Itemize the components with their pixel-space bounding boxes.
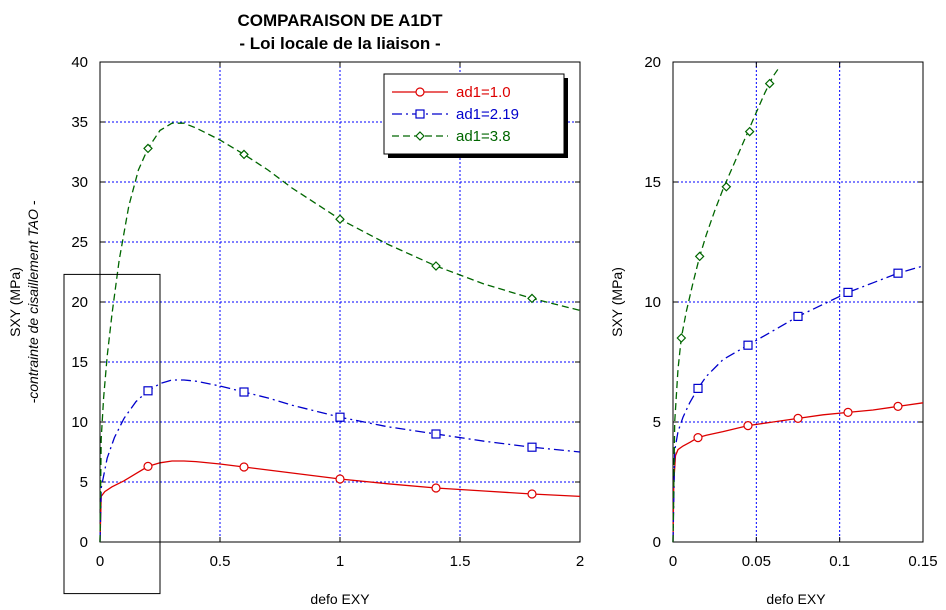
right-y-tick-label: 15 — [644, 174, 661, 191]
left-series-line-0 — [99, 460, 581, 543]
right-y-tick-label: 0 — [653, 534, 661, 551]
right-series-2-marker — [676, 333, 687, 343]
right-series-1-marker — [893, 268, 903, 278]
legend-label-0: ad1=1.0 — [456, 84, 511, 101]
left-y-tick-label: 30 — [71, 174, 88, 191]
left-series-1-marker — [239, 387, 249, 397]
right-x-tick-label: 0.15 — [908, 553, 937, 570]
right-series-2-marker — [744, 126, 755, 137]
left-x-tick-label: 1.5 — [450, 553, 471, 570]
left-y-axis-label: SXY (MPa) — [7, 267, 23, 337]
left-series-2-marker — [143, 143, 153, 154]
legend-marker-0 — [415, 87, 425, 97]
left-y-tick-label: 0 — [80, 534, 88, 551]
right-x-axis-label: defo EXY — [766, 591, 826, 607]
right-series-2-marker — [694, 251, 705, 262]
left-series-1-marker — [143, 386, 153, 396]
right-series-2-marker — [764, 78, 775, 89]
left-y-axis-label-secondary: -contrainte de cisaillement TAO - — [25, 200, 41, 403]
left-y-tick-label: 25 — [71, 234, 88, 251]
left-series-0-marker — [335, 474, 345, 484]
right-x-tick-label: 0.05 — [742, 553, 771, 570]
right-series-line-1 — [672, 265, 924, 543]
right-series-0-marker — [693, 433, 703, 443]
right-x-tick-label: 0 — [669, 553, 677, 570]
left-series-2-marker — [527, 293, 537, 304]
left-x-tick-label: 2 — [576, 553, 584, 570]
right-plot: 0 0.05 0.1 0.15 0 5 10 15 20 — [644, 54, 937, 570]
left-series-2-marker — [431, 261, 441, 271]
left-y-tick-label: 10 — [71, 414, 88, 431]
left-series-1-marker — [527, 442, 537, 452]
legend: ad1=1.0 ad1=2.19 ad1=3.8 — [383, 73, 568, 158]
left-series-0-marker — [431, 483, 441, 493]
chart-title: COMPARAISON DE A1DT — [238, 11, 444, 30]
left-series-0-marker — [527, 489, 537, 499]
left-x-tick-label: 1 — [336, 553, 344, 570]
right-series-0-marker — [843, 407, 853, 417]
left-series-1-marker — [431, 429, 441, 439]
left-series-1-marker — [335, 412, 345, 422]
chart-subtitle: - Loi locale de la liaison - — [239, 34, 440, 53]
legend-marker-1 — [415, 109, 425, 119]
right-series-0-marker — [893, 401, 903, 411]
right-y-axis-label: SXY (MPa) — [609, 267, 625, 337]
left-y-tick-label: 35 — [71, 114, 88, 131]
left-series-2-marker — [335, 214, 345, 225]
right-series-1-marker — [693, 383, 703, 393]
right-series-0-marker — [743, 421, 753, 431]
legend-label-1: ad1=2.19 — [456, 106, 519, 123]
left-x-axis-label: defo EXY — [310, 591, 370, 607]
left-x-tick-label: 0.5 — [210, 553, 231, 570]
legend-label-2: ad1=3.8 — [456, 128, 511, 145]
right-series-line-2 — [672, 68, 779, 543]
left-series-line-2 — [99, 122, 581, 543]
left-y-tick-label: 15 — [71, 354, 88, 371]
right-y-tick-label: 20 — [644, 54, 661, 71]
left-series-line-1 — [99, 379, 581, 543]
right-series-0-marker — [793, 413, 803, 423]
zoom-box — [63, 273, 161, 595]
left-y-tick-label: 20 — [71, 294, 88, 311]
left-series-0-marker — [143, 461, 153, 471]
left-series-0-marker — [239, 462, 249, 472]
left-y-tick-label: 40 — [71, 54, 88, 71]
right-series-1-marker — [743, 340, 753, 350]
left-x-tick-label: 0 — [96, 553, 104, 570]
right-y-tick-label: 5 — [653, 414, 661, 431]
left-y-tick-label: 5 — [80, 474, 88, 491]
right-y-tick-label: 10 — [644, 294, 661, 311]
right-x-tick-label: 0.1 — [829, 553, 850, 570]
right-series-1-marker — [843, 287, 853, 297]
right-series-line-0 — [672, 402, 924, 543]
right-series-1-marker — [793, 311, 803, 321]
zoom-box-rect — [63, 273, 161, 595]
left-series-2-marker — [239, 149, 249, 160]
right-series-2-marker — [721, 181, 732, 192]
legend-marker-2 — [415, 131, 425, 141]
